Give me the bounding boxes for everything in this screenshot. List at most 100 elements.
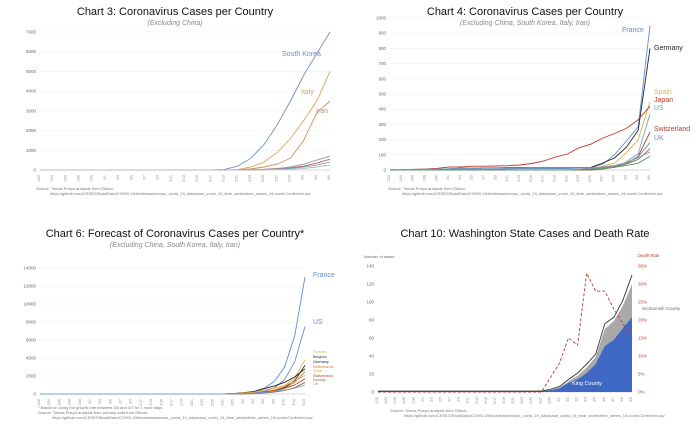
x-tick-label: 1/26 (393, 397, 397, 404)
series-label: UK (313, 382, 319, 386)
x-tick-label: 3/3 (575, 397, 579, 402)
y-tick-label: 40 (369, 354, 375, 359)
series-line-total (378, 274, 633, 392)
x-tick-label: 3/4 (584, 397, 588, 402)
source-line: * Based on using the growth rate between… (38, 405, 163, 410)
y-tick-label: 5000 (26, 69, 37, 74)
x-tick-label: 2/29 (231, 399, 235, 406)
x-tick-label: 3/1 (556, 397, 560, 402)
y-tick-label: 1000 (376, 16, 387, 21)
series-label: France (622, 27, 644, 34)
x-tick-label: 2/13 (517, 175, 521, 182)
x-tick-label: 2/15 (529, 175, 533, 182)
x-tick-label: 3/10 (282, 399, 286, 406)
x-tick-label: 3/4 (251, 399, 255, 404)
x-tick-label: 2/9 (493, 175, 497, 180)
x-tick-label: 3/6 (327, 175, 331, 180)
x-tick-label: 1/26 (57, 399, 61, 406)
y2-tick-label: 30% (638, 282, 647, 287)
source-line: Source: Tomas Pueyo analysis from Github… (36, 186, 114, 191)
x-tick-label: 3/9 (629, 397, 633, 402)
chart-title: Chart 10: Washington State Cases and Dea… (400, 228, 650, 240)
y-tick-label: 10000 (23, 302, 36, 307)
series-label: Norway (313, 378, 326, 382)
x-tick-label: 1/30 (411, 397, 415, 404)
series-label: King County (572, 381, 602, 387)
x-tick-label: 2/25 (529, 397, 533, 404)
y-tick-label: 6000 (26, 49, 37, 54)
x-tick-label: 2/25 (210, 399, 214, 406)
series-line-japan (390, 105, 651, 171)
series-line-us (389, 113, 651, 171)
series-line-sweden (40, 359, 306, 395)
y-tick-label: 0 (371, 390, 374, 395)
y-tick-label: 2000 (26, 374, 37, 379)
x-tick-label: 2/21 (235, 175, 239, 182)
source-line: Source: Tomas Pueyo analysis from Github… (390, 408, 468, 413)
x-tick-label: 2/15 (195, 175, 199, 182)
x-tick-label: 2/15 (159, 399, 163, 406)
x-tick-label: 2/23 (248, 175, 252, 182)
x-tick-label: 1/24 (50, 175, 54, 182)
chart-4-plot: 0 100 200 300 400 500 600 700 800 900 1000 1/22 1/24… (376, 16, 690, 182)
x-tick-label: 1/28 (77, 175, 81, 182)
y-tick-label: 14000 (23, 266, 36, 271)
series-label: Germany (313, 360, 329, 364)
x-tick-label: 2/9 (129, 399, 133, 404)
x-tick-label: 1/30 (434, 175, 438, 182)
x-tick-label: 2/3 (458, 175, 462, 180)
x-tick-label: 3/6 (261, 399, 265, 404)
x-tick-label: 1/26 (63, 175, 67, 182)
y-tick-label: 800 (378, 46, 386, 51)
x-tick-label: 2/3 (98, 399, 102, 404)
series-label: Switzerland (654, 126, 690, 133)
x-tick-label: 3/8 (620, 397, 624, 402)
y-tick-label: 2000 (26, 128, 37, 133)
chart-title: Chart 3: Coronavirus Cases per Country (76, 6, 274, 18)
source-line: Source: Tomas Pueyo analysis from Github… (388, 186, 466, 191)
x-tick-label: 2/5 (108, 399, 112, 404)
series-line-iran (40, 100, 331, 171)
x-tick-label: 2/25 (261, 175, 265, 182)
series-label: US (654, 105, 664, 112)
source-line: Source: Tomas Pueyo analysis from primar… (38, 410, 149, 415)
y-tick-label: 12000 (23, 284, 36, 289)
series-line-germany (40, 368, 306, 395)
x-tick-label: 2/29 (612, 175, 616, 182)
y2-tick-label: 25% (638, 300, 647, 305)
series-label: Japan (654, 97, 673, 104)
series-label: South Korea (282, 51, 321, 58)
y2-tick-label: 0% (638, 390, 645, 395)
series-label: Iran (316, 108, 328, 115)
series-label: France (313, 272, 335, 279)
x-tick-label: 2/11 (139, 399, 143, 406)
y-tick-label: 7000 (26, 30, 37, 35)
source-line: https://github.com/CSSEGISandData/COVID-… (50, 191, 311, 196)
area-king-county (378, 317, 632, 392)
x-tick-label: 2/11 (466, 397, 470, 404)
x-tick-label: 2/29 (547, 397, 551, 404)
chart-source: Source: Tomas Pueyo analysis from Github… (390, 408, 665, 418)
x-tick-label: 2/11 (169, 175, 173, 182)
series-label: Netherlands (313, 365, 334, 369)
x-tick-label: 2/5 (129, 175, 133, 180)
series-line-us (40, 326, 306, 395)
x-tick-label: 1/28 (68, 399, 72, 406)
x-tick-label: 2/23 (520, 397, 524, 404)
series-label: UK (654, 135, 664, 142)
series-line-other (40, 164, 331, 171)
series-label: Germany (654, 45, 683, 52)
x-tick-label: 3/4 (314, 175, 318, 180)
chart-10-panel: Chart 10: Washington State Cases and Dea… (350, 224, 700, 434)
x-tick-label: 1/24 (47, 399, 51, 406)
x-tick-label: 2/3 (116, 175, 120, 180)
y-tick-label: 6000 (26, 338, 37, 343)
series-label: Switzerland (313, 374, 333, 378)
y-tick-label: 700 (378, 61, 386, 66)
y-tick-label: 20 (369, 372, 375, 377)
y2-tick-label: 15% (638, 336, 647, 341)
y-tick-label: 1000 (26, 148, 37, 153)
y-tick-label: 600 (378, 76, 386, 81)
x-tick-label: 2/29 (287, 175, 291, 182)
y-tick-label: 0 (33, 168, 36, 173)
